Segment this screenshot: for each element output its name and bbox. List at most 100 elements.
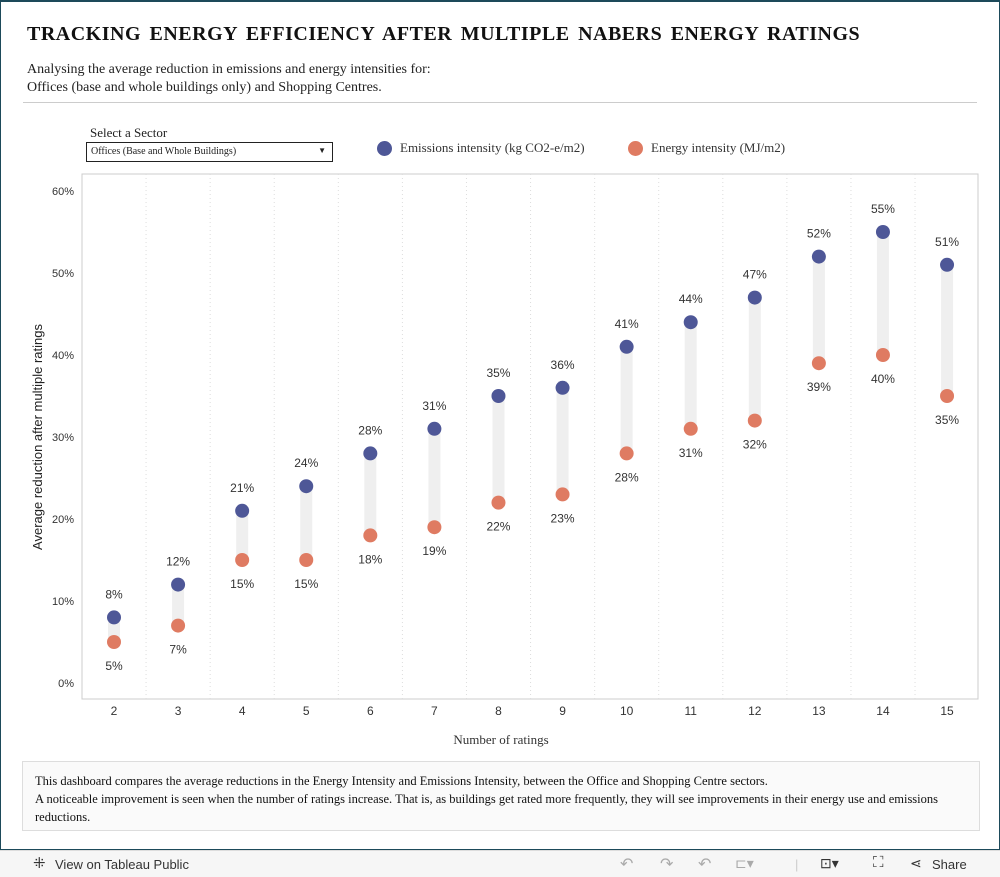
energy-data-label: 22% bbox=[486, 520, 510, 534]
plot-area bbox=[81, 173, 979, 700]
emissions-data-label: 44% bbox=[679, 292, 703, 306]
y-tick-label: 30% bbox=[52, 432, 74, 444]
range-bar bbox=[300, 486, 313, 560]
emissions-point[interactable] bbox=[811, 249, 826, 264]
energy-point[interactable] bbox=[811, 356, 826, 371]
emissions-point[interactable] bbox=[491, 389, 506, 403]
x-tick-label: 15 bbox=[940, 704, 954, 718]
energy-data-label: 7% bbox=[169, 643, 187, 657]
energy-point[interactable] bbox=[491, 495, 506, 510]
fullscreen-icon[interactable]: ⛶ bbox=[873, 854, 884, 871]
emissions-point[interactable] bbox=[171, 577, 186, 592]
y-tick-label: 10% bbox=[52, 596, 74, 608]
emissions-data-label: 21% bbox=[230, 481, 254, 495]
emissions-point[interactable] bbox=[555, 380, 570, 395]
emissions-data-label: 47% bbox=[743, 268, 767, 282]
redo-icon[interactable]: ↷ bbox=[660, 856, 674, 873]
emissions-point[interactable] bbox=[235, 503, 250, 518]
energy-point[interactable] bbox=[363, 528, 378, 543]
energy-dot-icon bbox=[628, 140, 643, 156]
energy-data-label: 15% bbox=[294, 577, 318, 591]
energy-data-label: 32% bbox=[743, 438, 767, 452]
emissions-data-label: 24% bbox=[294, 456, 318, 470]
download-icon[interactable]: ⊡▾ bbox=[820, 855, 839, 871]
refresh-icon[interactable]: ⊏▾ bbox=[735, 855, 754, 871]
x-tick-label: 6 bbox=[367, 704, 374, 718]
x-tick-label: 4 bbox=[239, 704, 246, 718]
energy-point[interactable] bbox=[683, 421, 698, 436]
emissions-point[interactable] bbox=[299, 479, 314, 494]
emissions-data-label: 28% bbox=[358, 423, 382, 437]
energy-data-label: 18% bbox=[358, 552, 382, 566]
range-bar bbox=[620, 346, 633, 454]
emissions-point[interactable] bbox=[107, 610, 121, 625]
emissions-data-label: 36% bbox=[551, 358, 575, 372]
energy-data-label: 28% bbox=[615, 470, 639, 484]
emissions-point[interactable] bbox=[875, 225, 890, 239]
share-button[interactable]: Share bbox=[932, 857, 967, 872]
y-tick-label: 20% bbox=[52, 514, 74, 526]
energy-point[interactable] bbox=[940, 389, 955, 403]
emissions-point[interactable] bbox=[683, 315, 698, 330]
sector-select[interactable]: Offices (Base and Whole Buildings) ▼ bbox=[86, 142, 333, 162]
energy-point[interactable] bbox=[299, 553, 314, 567]
energy-point[interactable] bbox=[875, 348, 890, 362]
energy-point[interactable] bbox=[555, 487, 570, 502]
legend-emissions[interactable]: Emissions intensity (kg CO2-e/m2) bbox=[377, 140, 585, 156]
y-axis-label: Average reduction after multiple ratings bbox=[30, 324, 45, 550]
x-tick-label: 3 bbox=[175, 704, 182, 718]
y-tick-label: 40% bbox=[52, 350, 74, 362]
energy-point[interactable] bbox=[171, 618, 186, 633]
revert-icon[interactable]: ↶ bbox=[698, 856, 712, 873]
sector-filter-label: Select a Sector bbox=[90, 125, 168, 140]
emissions-point[interactable] bbox=[747, 290, 762, 305]
dropdown-arrow-icon[interactable]: ▼ bbox=[318, 146, 326, 155]
toolbar-divider: | bbox=[795, 857, 799, 872]
x-tick-label: 14 bbox=[876, 704, 890, 718]
x-tick-label: 8 bbox=[495, 704, 502, 718]
energy-point[interactable] bbox=[427, 520, 442, 535]
undo-icon[interactable]: ↶ bbox=[620, 856, 634, 873]
emissions-point[interactable] bbox=[363, 446, 378, 461]
emissions-point[interactable] bbox=[619, 339, 634, 354]
emissions-point[interactable] bbox=[940, 257, 955, 272]
range-bar bbox=[428, 428, 441, 528]
y-tick-label: 60% bbox=[52, 186, 74, 198]
y-tick-label: 0% bbox=[58, 678, 74, 690]
energy-data-label: 39% bbox=[807, 380, 831, 394]
x-axis-label: Number of ratings bbox=[453, 732, 548, 747]
energy-point[interactable] bbox=[747, 413, 762, 428]
energy-data-label: 19% bbox=[422, 544, 446, 558]
energy-point[interactable] bbox=[619, 446, 634, 461]
range-bar bbox=[684, 322, 697, 429]
subtitle: Offices (base and whole buildings only) … bbox=[27, 80, 382, 95]
page-title: TRACKING ENERGY EFFICIENCY AFTER MULTIPL… bbox=[27, 23, 861, 45]
energy-point[interactable] bbox=[107, 635, 121, 649]
range-bar bbox=[556, 387, 569, 495]
note-text: This dashboard compares the average redu… bbox=[35, 774, 768, 788]
emissions-data-label: 31% bbox=[422, 399, 446, 413]
range-bar bbox=[941, 264, 954, 396]
emissions-point[interactable] bbox=[427, 421, 442, 436]
range-bar bbox=[492, 396, 505, 503]
range-bar bbox=[812, 256, 825, 364]
view-on-tableau-link[interactable]: View on Tableau Public bbox=[55, 857, 189, 872]
emissions-data-label: 41% bbox=[615, 317, 639, 331]
x-tick-label: 7 bbox=[431, 704, 438, 718]
note-text: A noticeable improvement is seen when th… bbox=[35, 792, 939, 824]
emissions-data-label: 55% bbox=[871, 202, 895, 216]
y-tick-label: 50% bbox=[52, 268, 74, 280]
energy-point[interactable] bbox=[235, 553, 250, 567]
energy-data-label: 35% bbox=[935, 413, 959, 427]
legend-label: Emissions intensity (kg CO2-e/m2) bbox=[400, 140, 585, 155]
subtitle: Analysing the average reduction in emiss… bbox=[27, 62, 431, 77]
range-bar bbox=[748, 297, 761, 421]
legend-energy[interactable]: Energy intensity (MJ/m2) bbox=[628, 140, 785, 156]
energy-data-label: 31% bbox=[679, 446, 703, 460]
tableau-logo-icon[interactable]: ⁜ bbox=[33, 855, 46, 872]
legend-label: Energy intensity (MJ/m2) bbox=[651, 140, 786, 155]
share-icon[interactable]: ⋖ bbox=[910, 855, 922, 871]
dashboard: TRACKING ENERGY EFFICIENCY AFTER MULTIPL… bbox=[0, 0, 1000, 850]
divider bbox=[23, 102, 977, 103]
emissions-data-label: 12% bbox=[166, 555, 190, 569]
